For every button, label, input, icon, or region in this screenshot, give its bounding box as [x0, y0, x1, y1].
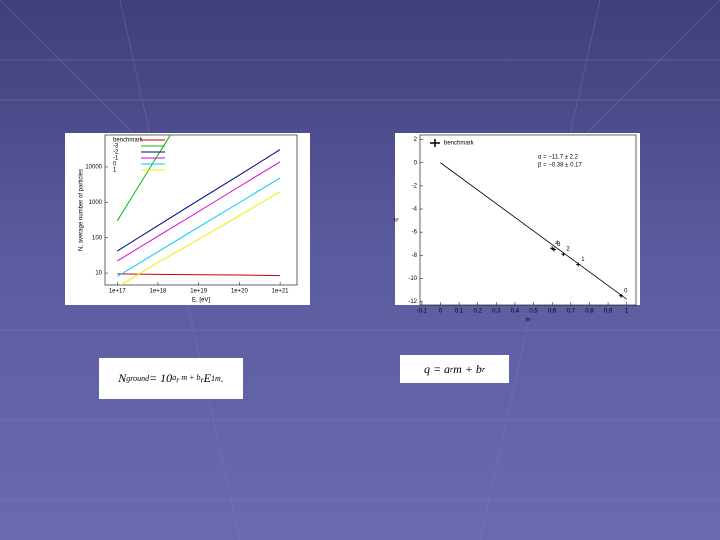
point-label: 4	[555, 241, 559, 247]
data-point	[576, 262, 581, 267]
x-tick-label: 0.4	[511, 309, 520, 315]
y-tick-label: 10000	[85, 165, 102, 171]
y-tick-label: -12	[408, 299, 417, 305]
x-tick-label: 0.1	[455, 309, 464, 315]
y-tick-label: -8	[412, 253, 418, 259]
formula-text: = 10	[149, 371, 173, 385]
data-point	[619, 293, 624, 298]
y-tick-label: -2	[412, 183, 418, 189]
y-tick-label: -10	[408, 276, 417, 282]
x-tick-label: 0.5	[529, 309, 538, 315]
x-tick-label: 1	[625, 309, 629, 315]
formula-text: a	[172, 372, 177, 382]
x-tick-label: -0.1	[417, 309, 428, 315]
formula-text: m + b	[453, 361, 482, 376]
y-axis-label: q	[394, 218, 400, 221]
data-line	[116, 135, 172, 222]
formula-text: m	[214, 374, 221, 383]
x-tick-label: 1e+20	[231, 289, 249, 295]
plot-frame	[104, 134, 298, 286]
x-axis-label: m	[526, 318, 531, 324]
point-label: 1	[581, 257, 585, 263]
chart-panel	[65, 133, 310, 305]
x-tick-label: 0.9	[604, 309, 613, 315]
point-label: 2	[566, 247, 570, 253]
y-tick-label: 2	[414, 137, 418, 143]
legend-label: 1	[113, 168, 117, 174]
x-tick-label: 0	[439, 309, 443, 315]
legend-label: benchmark	[113, 138, 144, 144]
x-tick-label: 1e+18	[150, 289, 168, 295]
x-tick-label: 0.3	[492, 309, 501, 315]
formula-text: r	[481, 364, 486, 374]
y-tick-label: -4	[412, 207, 418, 213]
point-label: 0	[624, 288, 628, 294]
y-tick-label: 100	[92, 235, 103, 241]
legend-label: -2	[113, 150, 119, 156]
plot-frame	[419, 134, 637, 306]
formula-text: q = a	[423, 361, 451, 376]
y-tick-label: 10	[95, 271, 102, 277]
formula-text: r	[200, 375, 204, 385]
x-tick-label: 1e+17	[109, 289, 127, 295]
data-line	[116, 161, 281, 262]
legend-label: -1	[113, 156, 119, 162]
x-axis-label: E, [eV]	[192, 298, 210, 304]
x-tick-label: 1e+21	[272, 289, 290, 295]
x-tick-label: 0.6	[548, 309, 557, 315]
data-line	[116, 149, 281, 252]
formula-exponent: ar m + br	[172, 373, 203, 385]
formula-text: ground	[126, 374, 150, 383]
data-line	[116, 177, 281, 277]
x-tick-label: 0.2	[474, 309, 483, 315]
legend-swatch	[430, 139, 440, 147]
formula-text: m + b	[179, 372, 201, 382]
data-line	[117, 273, 281, 277]
x-tick-label: 0.8	[585, 309, 594, 315]
formula-text: N	[118, 371, 127, 385]
point-label: 3	[557, 242, 561, 248]
formula-text: E	[203, 371, 211, 385]
legend-label: 0	[113, 162, 117, 168]
data-point	[561, 252, 566, 257]
formula-text: r	[176, 375, 180, 385]
data-point	[552, 247, 557, 252]
formula-text: .	[220, 371, 224, 385]
y-axis-label: N, average number of particles	[79, 169, 85, 251]
data-line	[119, 191, 281, 285]
formula-text: 1	[210, 374, 215, 383]
formula-text: r	[450, 364, 454, 374]
x-tick-label: 0.7	[567, 309, 576, 315]
y-tick-label: 1000	[89, 200, 103, 206]
annotation: α = −11.7 ± 2.2	[538, 155, 579, 161]
y-tick-label: 0	[414, 160, 418, 166]
legend-label: benchmark	[444, 141, 475, 147]
legend-label: -3	[113, 144, 119, 150]
annotation: β = −0.38 ± 0.17	[538, 163, 582, 169]
y-tick-label: -6	[412, 230, 418, 236]
x-tick-label: 1e+19	[190, 289, 208, 295]
fit-line	[440, 162, 627, 300]
